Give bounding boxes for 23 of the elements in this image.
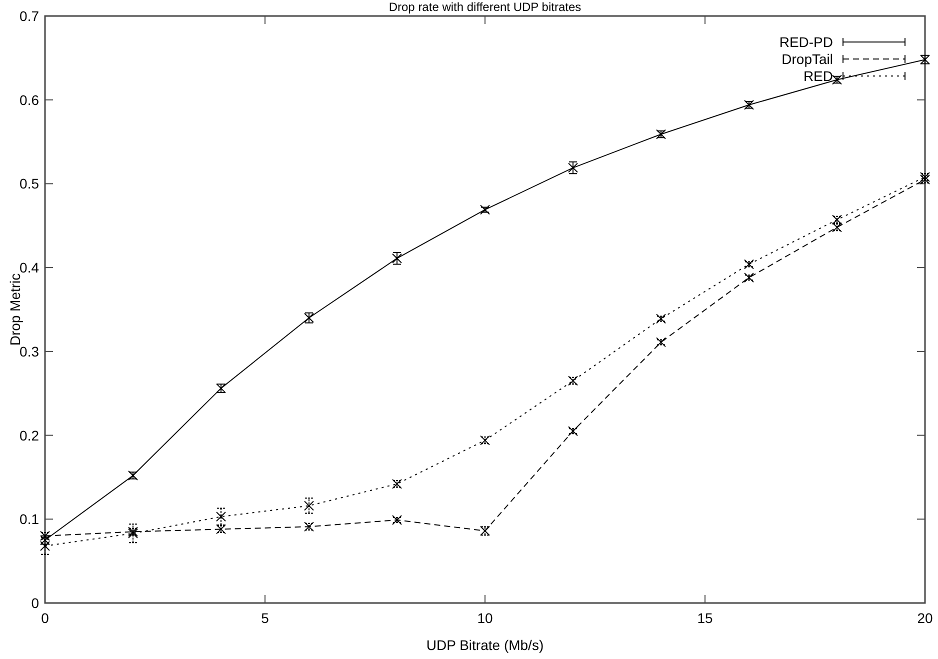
y-tick-label: 0.6 — [20, 92, 40, 108]
x-tick-label: 5 — [261, 610, 270, 626]
x-tick-label: 20 — [917, 610, 933, 626]
y-tick-label: 0.2 — [20, 427, 40, 444]
chart-title: Drop rate with different UDP bitrates — [388, 0, 582, 14]
y-tick-label: 0 — [31, 595, 40, 611]
point — [216, 512, 226, 522]
legend-label: RED-PD — [779, 34, 833, 50]
legend-label: DropTail — [782, 51, 833, 67]
x-tick-label: 0 — [41, 610, 50, 626]
y-tick-label: 0.5 — [20, 176, 40, 192]
x-tick-label: 10 — [477, 610, 493, 626]
point — [40, 540, 50, 551]
y-tick-label: 0.4 — [20, 260, 40, 276]
point — [832, 214, 842, 225]
y-tick-label: 0.1 — [20, 511, 40, 528]
legend-label: RED — [803, 68, 833, 84]
y-tick-label: 0.7 — [20, 8, 40, 24]
x-axis-title: UDP Bitrate (Mb/s) — [426, 637, 544, 653]
x-tick-label: 15 — [697, 610, 713, 626]
point — [304, 500, 314, 511]
y-tick-label: 0.3 — [20, 343, 40, 360]
y-axis-title: Drop Metric — [7, 273, 23, 346]
